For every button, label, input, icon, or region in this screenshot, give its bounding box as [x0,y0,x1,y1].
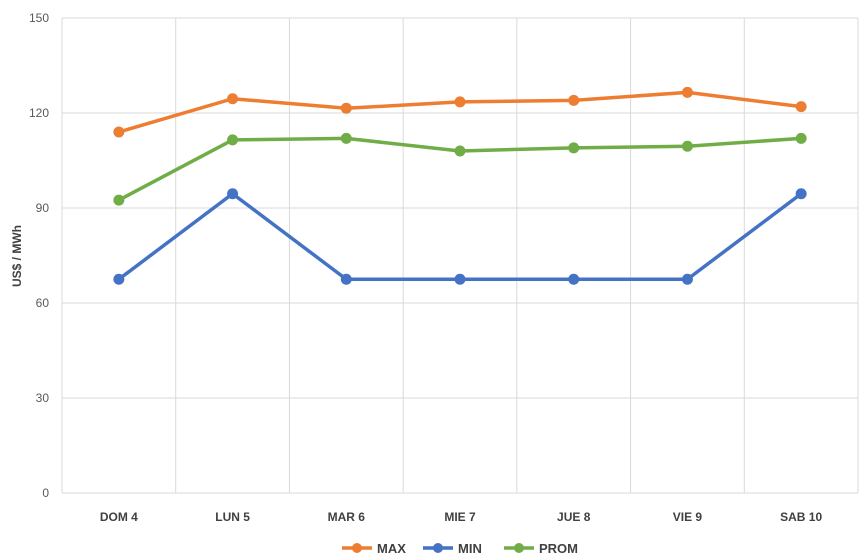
y-tick-label: 120 [29,106,49,120]
data-point-prom [681,140,693,152]
x-tick-label: MIE 7 [444,510,476,524]
data-point-min [795,188,807,200]
data-point-min [568,273,580,285]
legend-label: PROM [539,541,578,556]
legend-swatch-marker [514,543,524,553]
y-tick-label: 0 [42,486,49,500]
data-point-min [454,273,466,285]
legend-label: MIN [458,541,482,556]
x-tick-label: JUE 8 [557,510,591,524]
y-axis-label: US$ / MWh [10,225,24,287]
legend-swatch-marker [433,543,443,553]
x-tick-label: LUN 5 [215,510,250,524]
series-line-min [117,192,803,281]
data-point-prom [227,134,239,146]
legend-swatch-marker [352,543,362,553]
x-tick-label: VIE 9 [673,510,703,524]
data-point-max [227,93,239,105]
data-point-max [568,94,580,106]
legend-item-min: MIN [423,541,482,556]
data-point-prom [113,194,125,206]
data-point-prom [340,132,352,144]
y-axis-ticks: 0 30 60 90 120 150 [29,11,49,500]
grid-layer [61,17,859,494]
data-point-max [454,96,466,108]
data-point-max [340,102,352,114]
y-tick-label: 60 [36,296,50,310]
data-point-min [681,273,693,285]
data-point-prom [568,142,580,154]
legend-item-prom: PROM [504,541,578,556]
data-point-prom [454,145,466,157]
series-layer [113,86,807,285]
data-point-min [113,273,125,285]
data-point-prom [795,132,807,144]
data-point-max [113,126,125,138]
legend-label: MAX [377,541,406,556]
x-tick-label: MAR 6 [328,510,366,524]
legend: MAX MIN PROM [342,541,578,556]
x-tick-label: DOM 4 [100,510,138,524]
x-tick-label: SAB 10 [780,510,822,524]
x-axis-ticks: DOM 4 LUN 5 MAR 6 MIE 7 JUE 8 VIE 9 SAB 10 [100,510,823,524]
y-tick-label: 90 [36,201,50,215]
data-point-max [681,86,693,98]
data-point-min [227,188,239,200]
legend-item-max: MAX [342,541,406,556]
y-tick-label: 150 [29,11,49,25]
data-point-min [340,273,352,285]
data-point-max [795,101,807,113]
y-tick-label: 30 [36,391,50,405]
